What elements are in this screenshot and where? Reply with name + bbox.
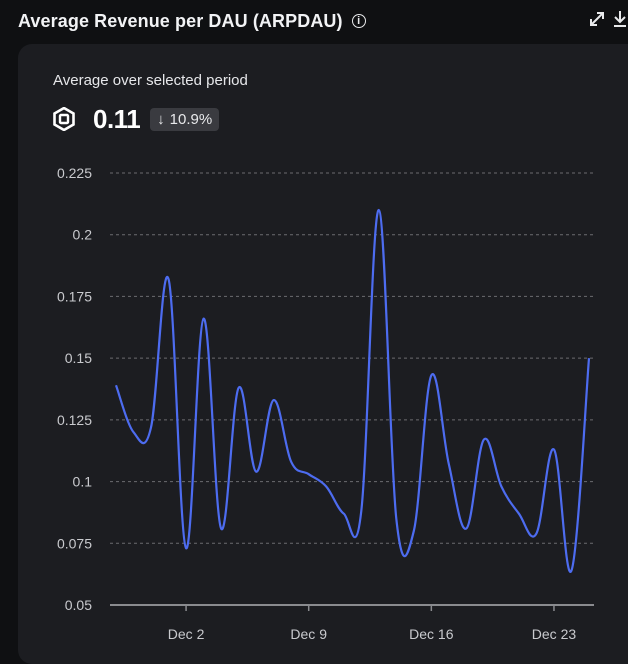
change-badge: ↓ 10.9% [150,107,220,131]
info-icon[interactable]: i [351,14,366,28]
chart-card [18,44,628,664]
robux-icon [53,107,75,131]
header-actions [588,10,628,28]
expand-icon[interactable] [588,10,606,28]
arrow-down-icon: ↓ [157,110,165,128]
chart-header: Average Revenue per DAU (ARPDAU) i [18,8,628,34]
summary-subtitle: Average over selected period [53,72,248,89]
summary-metric: 0.11 ↓ 10.9% [53,102,220,136]
metric-value: 0.11 [93,103,141,134]
change-value: 10.9% [169,110,213,128]
chart-title: Average Revenue per DAU (ARPDAU) [18,10,343,31]
download-icon[interactable] [612,10,628,28]
